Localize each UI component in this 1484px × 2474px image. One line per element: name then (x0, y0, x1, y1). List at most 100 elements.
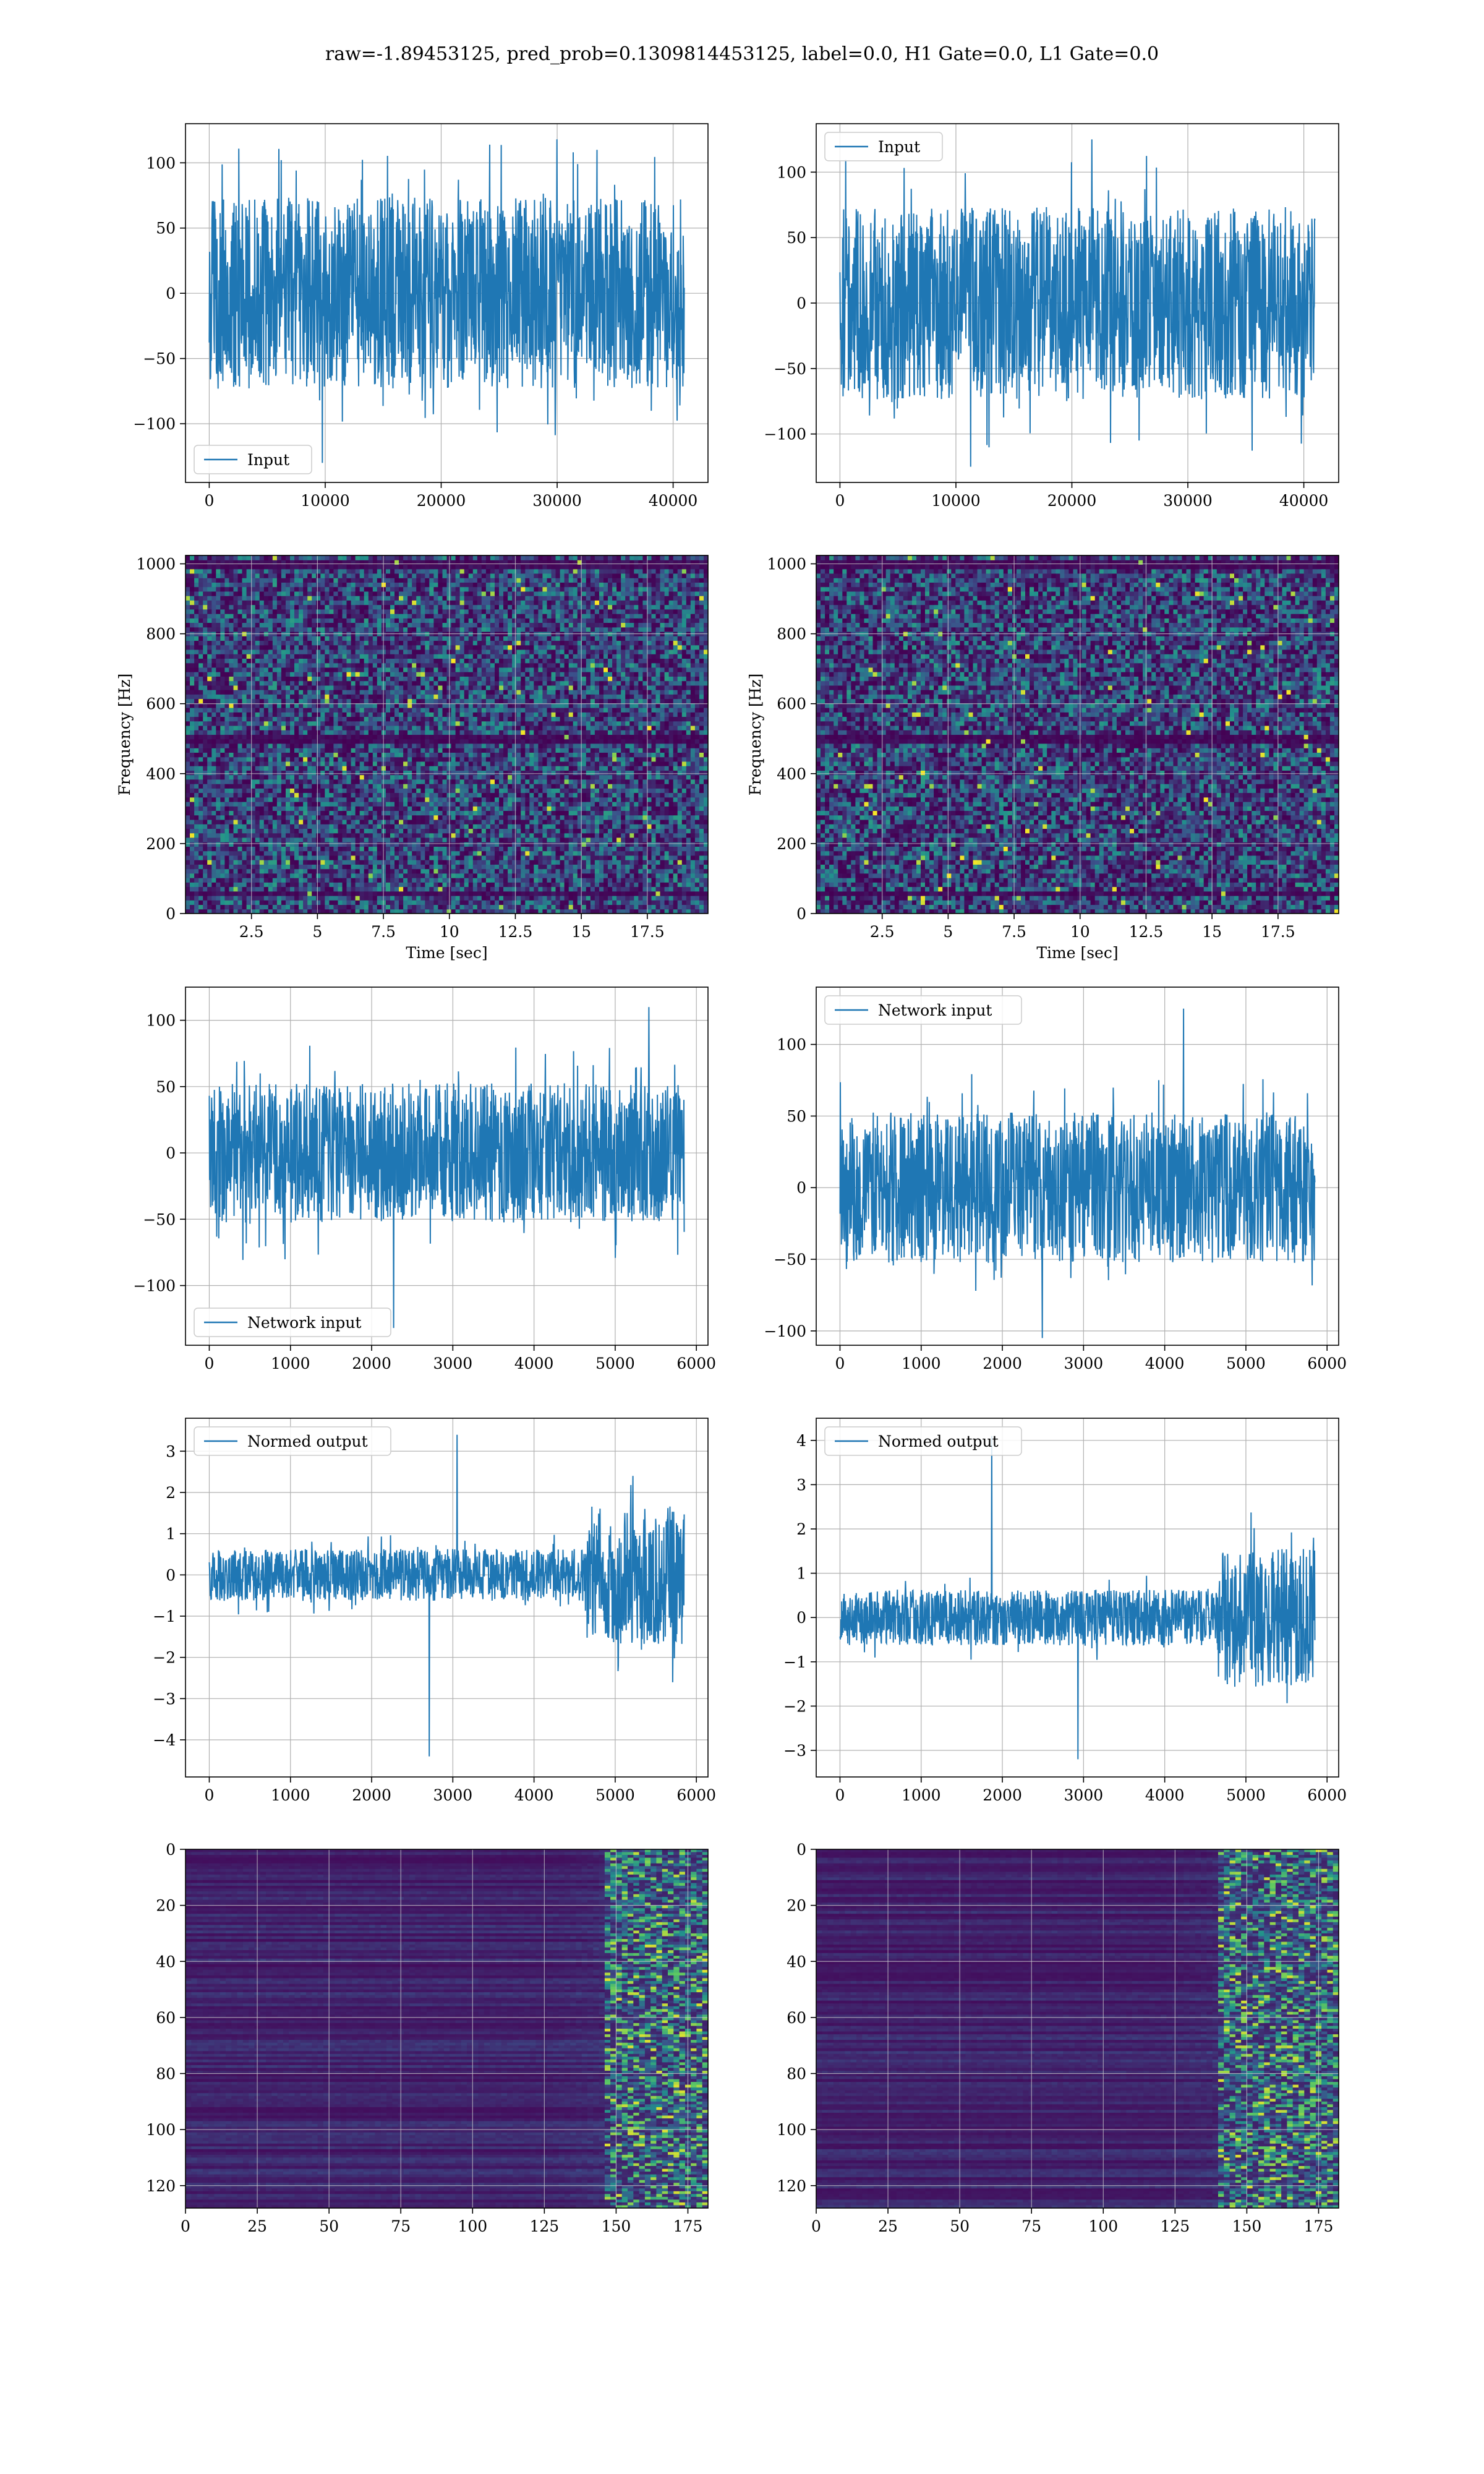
x-axis-label: Time [sec] (1036, 944, 1118, 962)
x-tick-label: 1000 (902, 1355, 941, 1372)
y-tick-label: −50 (774, 1251, 806, 1269)
x-tick-label: 150 (602, 2217, 631, 2235)
x-tick-label: 5000 (1226, 1355, 1266, 1372)
legend-label: Network input (878, 1001, 992, 1019)
x-tick-label: 17.5 (1261, 923, 1295, 941)
x-tick-label: 0 (181, 2217, 190, 2235)
x-tick-label: 7.5 (1002, 923, 1026, 941)
y-tick-label: 100 (146, 154, 176, 172)
legend-label: Network input (247, 1314, 361, 1332)
y-tick-label: 800 (146, 625, 176, 643)
series-line (839, 1008, 1316, 1338)
y-tick-label: 100 (777, 1036, 806, 1054)
y-tick-label: −100 (133, 415, 176, 433)
legend: Normed output (194, 1426, 391, 1456)
x-tick-label: 5000 (1226, 1786, 1266, 1804)
y-tick-label: 3 (796, 1476, 806, 1494)
x-tick-label: 4000 (514, 1355, 554, 1372)
plot-frame (816, 1849, 1339, 2209)
chart-p2: Input 0 10000 20000 30000 40000 −100 −50 0 50 100 (764, 123, 1339, 510)
y-tick-label: 400 (777, 765, 806, 783)
y-tick-label: −50 (143, 1210, 176, 1228)
plot-frame (816, 555, 1339, 914)
x-tick-label: 20000 (1047, 492, 1097, 510)
x-tick-label: 15 (571, 923, 591, 941)
chart-p10: 0 25 50 75 100 125 150 175 0 20 40 60 80 100 120 (777, 1841, 1339, 2235)
y-tick-label: 60 (156, 2009, 176, 2027)
x-tick-label: 12.5 (498, 923, 533, 941)
figure-title: raw=-1.89453125, pred_prob=0.13098144531… (0, 43, 1484, 65)
chart-p7: Normed output 0 1000 2000 3000 4000 5000 6000 −4… (153, 1418, 716, 1804)
x-tick-label: 3000 (433, 1786, 473, 1804)
x-tick-label: 0 (835, 1355, 845, 1372)
y-tick-label: 0 (166, 1566, 176, 1584)
y-tick-label: 0 (166, 1144, 176, 1162)
y-tick-label: −100 (764, 426, 806, 443)
y-axis-label: Frequency [Hz] (116, 674, 134, 796)
x-tick-label: 10000 (931, 492, 981, 510)
x-tick-label: 75 (1021, 2217, 1041, 2235)
y-tick-label: 2 (166, 1484, 176, 1502)
y-tick-label: 80 (156, 2065, 176, 2083)
chart-p9: 0 25 50 75 100 125 150 175 0 20 40 60 80 100 120 (146, 1841, 709, 2235)
y-tick-label: 60 (787, 2009, 806, 2027)
y-tick-label: −2 (783, 1697, 806, 1715)
x-tick-label: 1000 (271, 1355, 310, 1372)
chart-p4: 2.5 5 7.5 10 12.5 15 17.5 0 200 400 600 800 1000 Time… (746, 555, 1339, 962)
x-tick-label: 12.5 (1129, 923, 1164, 941)
y-tick-label: 0 (796, 1179, 806, 1197)
y-tick-label: 3 (166, 1442, 176, 1460)
y-tick-label: −1 (783, 1653, 806, 1671)
x-tick-label: 15 (1202, 923, 1222, 941)
y-tick-label: −50 (774, 360, 806, 378)
y-tick-label: 50 (787, 1107, 806, 1125)
chart-p3: 2.5 5 7.5 10 12.5 15 17.5 0 200 400 600 800 1000 Time… (116, 555, 709, 962)
y-tick-label: 40 (156, 1953, 176, 1971)
x-tick-label: 25 (247, 2217, 267, 2235)
x-tick-label: 6000 (676, 1355, 716, 1372)
plot-frame (816, 987, 1339, 1346)
chart-p1: Input 0 10000 20000 30000 40000 −100 −50 0 50 100 (133, 123, 709, 510)
series-line (208, 1434, 685, 1757)
x-tick-label: 4000 (1145, 1355, 1185, 1372)
y-tick-label: 100 (146, 1012, 176, 1030)
legend-label: Normed output (247, 1432, 368, 1450)
y-tick-label: 600 (777, 695, 806, 713)
y-tick-label: −3 (783, 1742, 806, 1760)
legend: Network input (194, 1308, 391, 1337)
legend: Normed output (824, 1426, 1022, 1456)
y-tick-label: 200 (146, 835, 176, 853)
x-tick-label: 17.5 (630, 923, 665, 941)
y-tick-label: 1 (796, 1565, 806, 1583)
y-tick-label: 4 (796, 1432, 806, 1450)
x-tick-label: 0 (205, 1355, 215, 1372)
y-tick-label: 2 (796, 1520, 806, 1538)
x-tick-label: 2.5 (239, 923, 264, 941)
x-tick-label: 100 (1088, 2217, 1118, 2235)
x-tick-label: 3000 (433, 1355, 473, 1372)
x-tick-label: 3000 (1064, 1355, 1104, 1372)
y-tick-label: −4 (153, 1731, 176, 1749)
y-tick-label: 100 (777, 2121, 806, 2139)
y-tick-label: −100 (764, 1322, 806, 1340)
y-tick-label: 0 (166, 905, 176, 923)
y-tick-label: −3 (153, 1690, 176, 1708)
y-tick-label: 0 (796, 1609, 806, 1627)
x-tick-label: 175 (673, 2217, 703, 2235)
x-tick-label: 4000 (514, 1786, 554, 1804)
y-tick-label: 50 (787, 229, 806, 247)
x-tick-label: 5 (312, 923, 322, 941)
x-tick-label: 150 (1232, 2217, 1262, 2235)
x-tick-label: 125 (1160, 2217, 1190, 2235)
x-tick-label: 5000 (595, 1786, 635, 1804)
x-tick-label: 125 (529, 2217, 559, 2235)
x-tick-label: 10 (1070, 923, 1090, 941)
x-tick-label: 3000 (1064, 1786, 1104, 1804)
x-tick-label: 40000 (649, 492, 698, 510)
plot-frame (185, 1849, 709, 2209)
x-tick-label: 0 (835, 1786, 845, 1804)
x-tick-label: 0 (205, 1786, 215, 1804)
y-tick-label: 0 (166, 1841, 176, 1859)
